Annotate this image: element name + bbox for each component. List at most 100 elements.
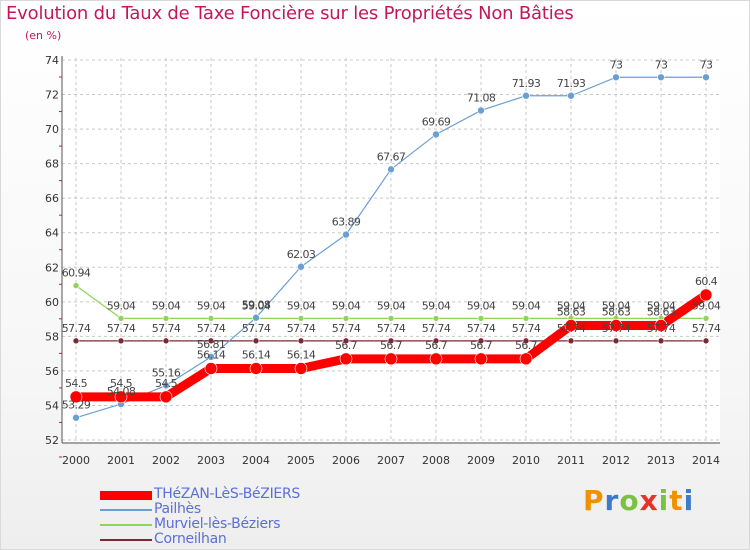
- data-point-pailhes: [612, 73, 620, 82]
- data-point-pailhes: [702, 73, 710, 82]
- y-tick-label: 58: [45, 330, 59, 343]
- legend-item-thezan: THéZAN-LèS-BéZIERS: [100, 486, 400, 503]
- logo-letter: i: [658, 484, 670, 517]
- data-label-corneilhan: 57.74: [287, 322, 316, 335]
- data-point-thezan-les-beziers: [294, 362, 308, 375]
- y-tick-label: 68: [45, 158, 59, 171]
- data-point-pailhes: [477, 106, 485, 115]
- x-tick-label: 2001: [107, 454, 135, 467]
- data-point-corneilhan: [612, 337, 620, 345]
- data-label-corneilhan: 57.74: [332, 322, 361, 335]
- data-point-pailhes: [162, 381, 170, 390]
- data-point-pailhes: [72, 413, 80, 422]
- data-point-thezan-les-beziers: [474, 352, 488, 366]
- data-label-thezan-les-beziers: 56.14: [197, 348, 226, 361]
- data-point-murviel-les-beziers: [387, 315, 395, 322]
- data-point-murviel-les-beziers: [117, 315, 125, 322]
- data-point-thezan-les-beziers: [699, 288, 713, 302]
- data-point-pailhes: [387, 165, 395, 174]
- data-label-pailhes: 71.93: [512, 77, 541, 90]
- data-point-corneilhan: [162, 337, 170, 345]
- data-label-thezan-les-beziers: 56.7: [335, 339, 358, 352]
- data-label-thezan-les-beziers: 56.7: [380, 339, 403, 352]
- data-label-corneilhan: 57.74: [467, 322, 496, 335]
- data-point-pailhes: [657, 73, 665, 82]
- x-tick-label: 2004: [242, 454, 270, 467]
- x-tick-label: 2009: [467, 454, 495, 467]
- legend-label-murviel: Murviel-lès-Béziers: [154, 516, 281, 532]
- data-point-thezan-les-beziers: [249, 362, 263, 375]
- data-label-murviel-les-beziers: 59.04: [422, 299, 451, 312]
- data-point-murviel-les-beziers: [297, 315, 305, 322]
- data-label-murviel-les-beziers: 59.04: [692, 299, 721, 312]
- y-tick-label: 64: [45, 227, 59, 240]
- data-point-thezan-les-beziers: [384, 352, 398, 366]
- data-label-thezan-les-beziers: 56.7: [470, 339, 493, 352]
- data-label-corneilhan: 57.74: [602, 322, 631, 335]
- data-label-murviel-les-beziers: 59.04: [332, 299, 361, 312]
- data-label-pailhes: 63.89: [332, 216, 361, 229]
- data-label-pailhes: 71.93: [557, 77, 586, 90]
- data-point-corneilhan: [342, 337, 350, 345]
- data-point-corneilhan: [567, 337, 575, 345]
- x-tick-label: 2008: [422, 454, 450, 467]
- data-label-corneilhan: 57.74: [152, 322, 181, 335]
- data-label-corneilhan: 57.74: [62, 322, 91, 335]
- data-label-pailhes: 73: [700, 58, 713, 71]
- logo-letter: r: [604, 484, 620, 517]
- data-label-corneilhan: 57.74: [647, 322, 676, 335]
- data-label-thezan-les-beziers: 54.5: [155, 377, 178, 390]
- data-point-thezan-les-beziers: [429, 352, 443, 366]
- data-point-corneilhan: [522, 337, 530, 345]
- data-label-thezan-les-beziers: 58.63: [602, 305, 631, 318]
- logo-letter: t: [669, 484, 684, 517]
- data-point-corneilhan: [477, 337, 485, 345]
- data-label-pailhes: 62.03: [287, 248, 316, 261]
- y-tick-label: 62: [45, 261, 59, 274]
- x-tick-label: 2011: [557, 454, 585, 467]
- y-tick-label: 66: [45, 192, 59, 205]
- data-label-pailhes: 54.08: [107, 385, 136, 398]
- data-point-thezan-les-beziers: [339, 352, 353, 366]
- x-tick-label: 2003: [197, 454, 225, 467]
- data-point-pailhes: [567, 91, 575, 100]
- legend-label-thezan: THéZAN-LèS-BéZIERS: [154, 486, 300, 502]
- data-point-corneilhan: [207, 337, 215, 345]
- data-point-murviel-les-beziers: [342, 315, 350, 322]
- data-label-pailhes: 56.81: [197, 338, 226, 351]
- data-point-thezan-les-beziers: [609, 319, 623, 332]
- data-point-murviel-les-beziers: [432, 315, 440, 322]
- y-tick-label: 70: [45, 123, 59, 136]
- legend-swatch-corneilhan: [100, 539, 152, 541]
- logo-letter: o: [619, 484, 640, 517]
- y-tick-label: 56: [45, 365, 59, 378]
- legend-label-pailhes: Pailhès: [154, 501, 201, 517]
- data-label-murviel-les-beziers: 59.04: [377, 299, 406, 312]
- legend-label-corneilhan: Corneilhan: [154, 531, 227, 547]
- data-label-corneilhan: 57.74: [512, 322, 541, 335]
- y-tick-label: 52: [45, 434, 59, 447]
- data-label-murviel-les-beziers: 59.04: [467, 299, 496, 312]
- y-tick-label: 72: [45, 89, 59, 102]
- data-point-corneilhan: [657, 337, 665, 345]
- x-tick-label: 2000: [62, 454, 90, 467]
- data-label-pailhes: 67.67: [377, 150, 406, 163]
- data-point-murviel-les-beziers: [477, 315, 485, 322]
- data-point-murviel-les-beziers: [207, 315, 215, 322]
- legend-item-murviel: Murviel-lès-Béziers: [100, 516, 400, 533]
- data-label-murviel-les-beziers: 59.04: [107, 299, 136, 312]
- data-point-thezan-les-beziers: [204, 362, 218, 375]
- logo-letter: i: [683, 484, 695, 517]
- data-point-thezan-les-beziers: [654, 319, 668, 332]
- data-point-corneilhan: [297, 337, 305, 345]
- data-point-corneilhan: [72, 337, 80, 345]
- legend-swatch-thezan: [100, 491, 152, 500]
- data-label-murviel-les-beziers: 59.04: [647, 299, 676, 312]
- data-label-thezan-les-beziers: 56.14: [242, 348, 271, 361]
- x-tick-label: 2002: [152, 454, 180, 467]
- legend-item-corneilhan: Corneilhan: [100, 531, 400, 548]
- legend-item-pailhes: Pailhès: [100, 501, 400, 518]
- x-tick-label: 2007: [377, 454, 405, 467]
- data-label-corneilhan: 57.74: [197, 322, 226, 335]
- data-point-pailhes: [522, 91, 530, 100]
